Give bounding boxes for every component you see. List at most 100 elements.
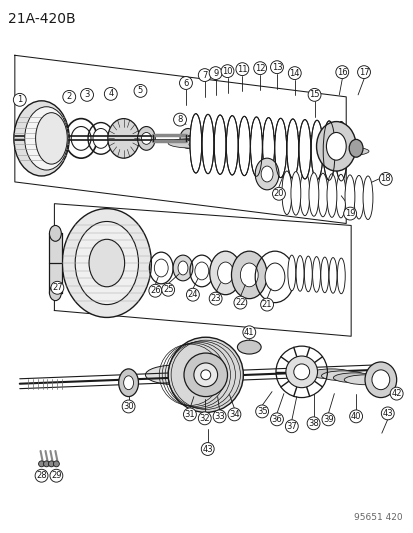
- Circle shape: [270, 61, 283, 74]
- Circle shape: [260, 298, 273, 311]
- Ellipse shape: [190, 114, 201, 173]
- Ellipse shape: [214, 115, 225, 174]
- Text: 7: 7: [202, 70, 207, 79]
- Text: 40: 40: [350, 412, 361, 421]
- Circle shape: [51, 281, 64, 294]
- Ellipse shape: [173, 255, 192, 281]
- Ellipse shape: [93, 128, 109, 148]
- Text: 27: 27: [52, 283, 62, 292]
- Ellipse shape: [178, 261, 188, 275]
- Bar: [49, 233, 62, 293]
- Ellipse shape: [123, 376, 133, 390]
- Ellipse shape: [312, 256, 320, 292]
- Ellipse shape: [320, 257, 328, 293]
- Circle shape: [81, 88, 93, 101]
- Circle shape: [228, 408, 240, 421]
- Ellipse shape: [344, 375, 387, 385]
- Circle shape: [221, 64, 233, 78]
- Circle shape: [173, 113, 186, 126]
- Text: 8: 8: [177, 115, 182, 124]
- Ellipse shape: [353, 175, 363, 219]
- Ellipse shape: [251, 143, 306, 153]
- Circle shape: [321, 413, 334, 426]
- Ellipse shape: [145, 365, 208, 385]
- Circle shape: [378, 173, 391, 185]
- Circle shape: [122, 400, 135, 413]
- Ellipse shape: [285, 356, 317, 387]
- Ellipse shape: [200, 370, 210, 380]
- Circle shape: [306, 417, 319, 430]
- Ellipse shape: [89, 239, 124, 287]
- Ellipse shape: [62, 208, 151, 318]
- Circle shape: [213, 410, 225, 423]
- Ellipse shape: [362, 176, 372, 220]
- Ellipse shape: [240, 263, 258, 287]
- Ellipse shape: [71, 126, 91, 150]
- Ellipse shape: [261, 166, 272, 182]
- Ellipse shape: [310, 120, 322, 180]
- Ellipse shape: [264, 263, 284, 290]
- Ellipse shape: [281, 171, 291, 215]
- Circle shape: [307, 88, 320, 101]
- Ellipse shape: [53, 461, 59, 467]
- Circle shape: [179, 77, 192, 90]
- Ellipse shape: [371, 370, 389, 390]
- Ellipse shape: [226, 116, 237, 175]
- Circle shape: [343, 207, 356, 220]
- Circle shape: [242, 326, 255, 338]
- Text: 33: 33: [214, 412, 224, 421]
- Ellipse shape: [230, 142, 285, 152]
- Text: 21A-420B: 21A-420B: [8, 12, 75, 26]
- Text: 13: 13: [271, 63, 282, 71]
- Circle shape: [183, 408, 196, 421]
- Circle shape: [349, 410, 362, 423]
- Ellipse shape: [332, 373, 376, 383]
- Circle shape: [198, 412, 211, 425]
- Ellipse shape: [49, 285, 61, 301]
- Ellipse shape: [313, 147, 368, 156]
- Circle shape: [272, 188, 285, 200]
- Ellipse shape: [290, 172, 300, 215]
- Ellipse shape: [317, 173, 327, 217]
- Ellipse shape: [168, 337, 243, 413]
- Text: 41: 41: [243, 328, 254, 337]
- Ellipse shape: [299, 172, 309, 216]
- Ellipse shape: [137, 126, 155, 150]
- Ellipse shape: [119, 369, 138, 397]
- Text: 28: 28: [36, 471, 47, 480]
- Ellipse shape: [195, 262, 208, 280]
- Ellipse shape: [335, 122, 347, 181]
- Ellipse shape: [321, 371, 364, 381]
- Ellipse shape: [166, 365, 229, 385]
- Circle shape: [134, 85, 147, 98]
- Ellipse shape: [202, 114, 214, 174]
- Text: 26: 26: [150, 286, 160, 295]
- Text: 15: 15: [309, 91, 319, 99]
- Ellipse shape: [183, 353, 227, 397]
- Text: 42: 42: [390, 389, 401, 398]
- Ellipse shape: [43, 461, 49, 467]
- Ellipse shape: [141, 133, 151, 144]
- Ellipse shape: [14, 101, 69, 176]
- Text: 11: 11: [237, 64, 247, 74]
- Ellipse shape: [107, 119, 139, 158]
- Text: 95651 420: 95651 420: [353, 513, 402, 522]
- Text: 22: 22: [235, 298, 245, 307]
- Ellipse shape: [304, 256, 311, 292]
- Circle shape: [335, 66, 348, 78]
- Ellipse shape: [337, 258, 344, 294]
- Circle shape: [285, 420, 297, 433]
- Ellipse shape: [328, 257, 336, 293]
- Ellipse shape: [344, 175, 354, 219]
- Text: 3: 3: [84, 91, 90, 99]
- Circle shape: [209, 67, 221, 79]
- Text: 43: 43: [382, 409, 392, 418]
- Text: 1: 1: [17, 95, 22, 104]
- Text: 31: 31: [184, 410, 195, 419]
- Circle shape: [209, 292, 221, 305]
- Circle shape: [255, 405, 268, 418]
- Ellipse shape: [274, 118, 286, 177]
- Circle shape: [389, 387, 402, 400]
- Text: 24: 24: [187, 290, 198, 299]
- Ellipse shape: [168, 139, 223, 148]
